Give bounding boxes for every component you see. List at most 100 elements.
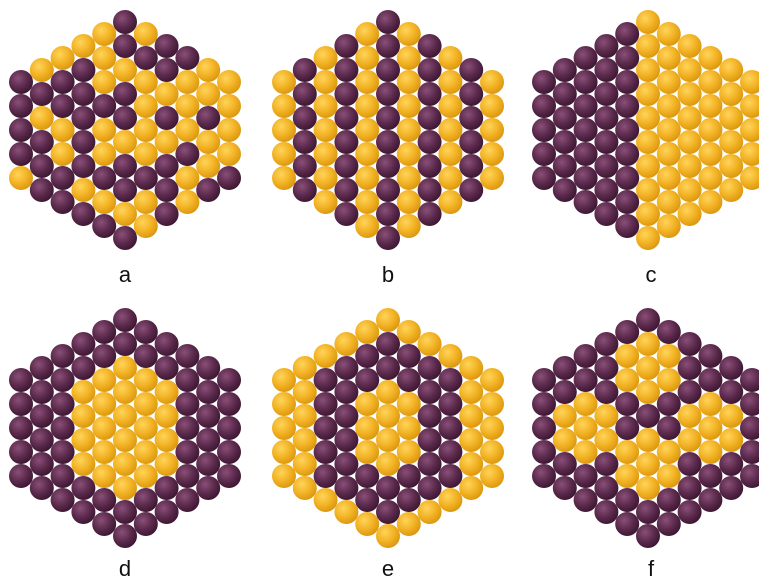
atom	[740, 94, 759, 118]
atom	[355, 46, 380, 70]
atom	[175, 190, 200, 214]
atom	[573, 70, 598, 94]
atom	[719, 428, 744, 452]
atom	[376, 226, 400, 250]
atom	[71, 332, 96, 356]
atom	[217, 70, 241, 94]
atom	[92, 166, 117, 190]
atom	[636, 10, 660, 34]
atom	[396, 512, 421, 536]
atom	[480, 70, 504, 94]
atom	[438, 368, 463, 392]
atom	[615, 368, 640, 392]
atom	[615, 416, 640, 440]
atom	[636, 428, 660, 452]
atom	[113, 10, 137, 34]
atom	[217, 142, 241, 166]
atom	[175, 392, 200, 416]
atom	[196, 452, 221, 476]
atom	[552, 82, 577, 106]
atom	[92, 368, 117, 392]
atom	[133, 320, 158, 344]
atom	[376, 332, 400, 356]
atom	[133, 488, 158, 512]
atom	[396, 464, 421, 488]
atom	[552, 476, 577, 500]
atom	[698, 142, 723, 166]
atom	[698, 70, 723, 94]
atom	[71, 452, 96, 476]
atom	[480, 392, 504, 416]
atom	[656, 166, 681, 190]
atom	[133, 190, 158, 214]
atom	[113, 524, 137, 548]
atom	[133, 464, 158, 488]
panel-label: e	[382, 556, 394, 581]
atom	[594, 380, 619, 404]
atom	[29, 106, 54, 130]
atom	[292, 130, 317, 154]
atom	[480, 368, 504, 392]
atom	[376, 524, 400, 548]
atom	[594, 202, 619, 226]
atom	[334, 58, 359, 82]
atom	[217, 464, 241, 488]
atom	[740, 392, 759, 416]
atom	[594, 130, 619, 154]
atom	[532, 392, 556, 416]
atom	[480, 166, 504, 190]
atom	[113, 404, 137, 428]
atom	[417, 82, 442, 106]
atom	[396, 22, 421, 46]
atom	[376, 58, 400, 82]
atom	[396, 214, 421, 238]
atom	[334, 428, 359, 452]
atom	[615, 166, 640, 190]
atom	[9, 142, 33, 166]
atom	[29, 154, 54, 178]
atom	[396, 166, 421, 190]
atom	[92, 392, 117, 416]
atom	[92, 118, 117, 142]
atom	[656, 46, 681, 70]
atom	[29, 356, 54, 380]
atom	[719, 154, 744, 178]
atom	[50, 190, 75, 214]
atom	[92, 440, 117, 464]
atom	[719, 476, 744, 500]
atom	[292, 82, 317, 106]
atom	[438, 46, 463, 70]
atom	[594, 332, 619, 356]
atom	[113, 332, 137, 356]
atom	[92, 94, 117, 118]
atom	[376, 308, 400, 332]
atom	[113, 428, 137, 452]
atom	[175, 46, 200, 70]
atom	[154, 178, 179, 202]
atom	[50, 94, 75, 118]
atom	[417, 404, 442, 428]
atom	[133, 22, 158, 46]
atom	[50, 46, 75, 70]
atom	[396, 368, 421, 392]
atom	[50, 344, 75, 368]
atom	[438, 166, 463, 190]
atom	[313, 46, 338, 70]
atom	[719, 82, 744, 106]
atom	[677, 178, 702, 202]
atom	[636, 130, 660, 154]
atom	[480, 94, 504, 118]
atom	[71, 178, 96, 202]
atom	[50, 142, 75, 166]
atom	[396, 392, 421, 416]
atom	[50, 166, 75, 190]
atom	[552, 428, 577, 452]
atom	[154, 202, 179, 226]
atom	[480, 416, 504, 440]
atom	[636, 500, 660, 524]
atom	[113, 178, 137, 202]
atom	[677, 106, 702, 130]
atom	[175, 70, 200, 94]
atom	[334, 106, 359, 130]
atom	[113, 58, 137, 82]
